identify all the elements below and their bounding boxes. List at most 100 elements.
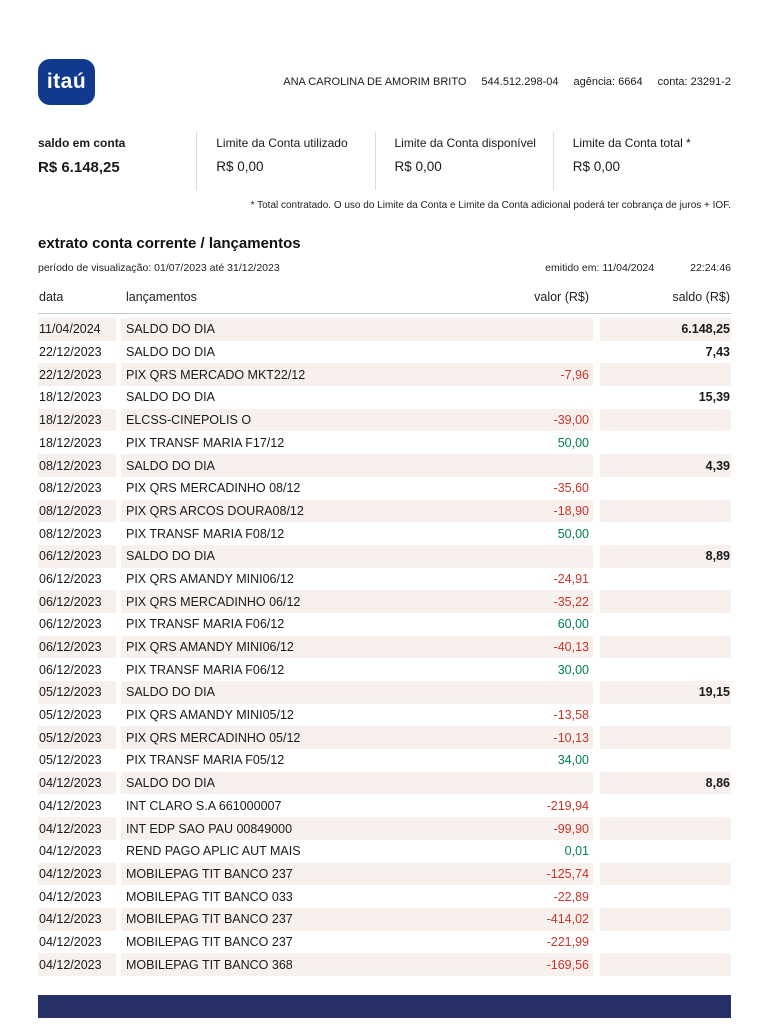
cell-value: -219,94: [546, 798, 589, 813]
column-gutter: [593, 568, 600, 591]
table-row: 04/12/2023 INT CLARO S.A 661000007 -219,…: [38, 794, 731, 817]
column-gutter: [593, 726, 600, 749]
cell-main: PIX QRS ARCOS DOURA08/12 -18,90: [121, 499, 593, 523]
cell-value: 34,00: [557, 753, 589, 768]
header: itaú ANA CAROLINA DE AMORIM BRITO 544.51…: [38, 59, 731, 105]
cell-balance: [600, 635, 731, 659]
cell-date: 05/12/2023: [39, 753, 102, 768]
issued-info: emitido em: 11/04/2024 22:24:46: [545, 262, 731, 274]
cell-balance: [600, 408, 731, 432]
column-gutter: [593, 863, 600, 886]
cell-date: 22/12/2023: [38, 363, 116, 387]
cell-date: 06/12/2023: [39, 617, 102, 632]
cell-main: PIX TRANSF MARIA F05/12 34,00: [121, 749, 593, 772]
cell-description: PIX TRANSF MARIA F06/12: [126, 662, 285, 677]
column-header-main: lançamentos valor (R$): [121, 290, 593, 304]
cell-description: PIX QRS AMANDY MINI06/12: [126, 640, 294, 655]
cell-main: MOBILEPAG TIT BANCO 033 -22,89: [121, 885, 593, 908]
column-gutter: [593, 363, 600, 386]
table-row: 08/12/2023 SALDO DO DIA 4,39: [38, 454, 731, 477]
cell-main: PIX QRS MERCADO MKT22/12 -7,96: [121, 363, 593, 387]
cell-description: PIX TRANSF MARIA F06/12: [126, 617, 285, 632]
table-row: 05/12/2023 PIX QRS AMANDY MINI05/12 -13,…: [38, 704, 731, 727]
column-gutter: [593, 840, 600, 863]
cell-date: 04/12/2023: [39, 934, 102, 949]
cell-value: 30,00: [557, 662, 589, 677]
cell-date: 04/12/2023: [39, 889, 102, 904]
cell-description: ELCSS-CINEPOLIS O: [126, 413, 252, 428]
cell-date: 11/04/2024: [38, 318, 116, 341]
cell-date: 08/12/2023: [38, 499, 116, 523]
cell-balance: [600, 885, 731, 908]
cell-description: PIX TRANSF MARIA F08/12: [126, 526, 285, 541]
table-row: 06/12/2023 PIX QRS AMANDY MINI06/12 -24,…: [38, 568, 731, 591]
cell-value: -35,22: [553, 594, 589, 609]
cell-description: PIX TRANSF MARIA F17/12: [126, 435, 285, 450]
cell-description: MOBILEPAG TIT BANCO 033: [126, 889, 293, 904]
table-row: 08/12/2023 PIX QRS MERCADINHO 08/12 -35,…: [38, 477, 731, 500]
account-holder-name: ANA CAROLINA DE AMORIM BRITO: [283, 76, 467, 88]
statement-meta: período de visualização: 01/07/2023 até …: [38, 262, 731, 274]
cell-main: PIX QRS AMANDY MINI06/12 -24,91: [121, 568, 593, 591]
cell-balance: [600, 817, 731, 840]
table-row: 18/12/2023 PIX TRANSF MARIA F17/12 50,00: [38, 431, 731, 454]
cell-main: ELCSS-CINEPOLIS O -39,00: [121, 408, 593, 432]
table-row: 04/12/2023 SALDO DO DIA 8,86: [38, 771, 731, 795]
cell-balance: [600, 590, 731, 613]
table-row: 18/12/2023 SALDO DO DIA 15,39: [38, 386, 731, 409]
cell-date: 18/12/2023: [39, 435, 102, 450]
cell-balance: [600, 499, 731, 523]
cell-date: 06/12/2023: [39, 571, 102, 586]
cell-value: 60,00: [557, 617, 589, 632]
cell-description: SALDO DO DIA: [126, 549, 215, 564]
itau-logo-text: itaú: [46, 70, 87, 93]
column-gutter: [593, 658, 600, 681]
column-gutter: [593, 341, 600, 364]
cell-main: MOBILEPAG TIT BANCO 368 -169,56: [121, 953, 593, 976]
statement-rows: 11/04/2024 SALDO DO DIA 6.148,25 22/12/2…: [38, 318, 731, 976]
account-info-line: ANA CAROLINA DE AMORIM BRITO 544.512.298…: [283, 76, 731, 88]
column-gutter: [593, 477, 600, 500]
cell-value: -414,02: [546, 912, 589, 927]
cell-date: 04/12/2023: [39, 798, 102, 813]
cell-date: 06/12/2023: [38, 544, 116, 568]
statement-title: extrato conta corrente / lançamentos: [38, 235, 301, 252]
table-row: 04/12/2023 MOBILEPAG TIT BANCO 368 -169,…: [38, 953, 731, 976]
cell-date: 04/12/2023: [38, 771, 116, 795]
balance-summary: saldo em conta R$ 6.148,25 Limite da Con…: [38, 132, 731, 190]
cell-description: PIX QRS AMANDY MINI05/12: [126, 708, 294, 723]
summary-value: R$ 0,00: [394, 159, 442, 174]
summary-label: Limite da Conta total *: [572, 136, 691, 150]
table-row: 05/12/2023 PIX TRANSF MARIA F05/12 34,00: [38, 749, 731, 772]
summary-label: Limite da Conta disponível: [394, 136, 536, 150]
column-gutter: [593, 908, 600, 931]
cell-date: 06/12/2023: [39, 662, 102, 677]
cell-balance: [600, 658, 731, 681]
cell-description: SALDO DO DIA: [126, 685, 215, 700]
column-gutter: [593, 431, 600, 454]
column-gutter: [593, 931, 600, 954]
table-row: 06/12/2023 PIX QRS MERCADINHO 06/12 -35,…: [38, 590, 731, 613]
cell-date: 05/12/2023: [39, 708, 102, 723]
summary-limite-total: Limite da Conta total * R$ 0,00: [552, 132, 731, 190]
cell-description: PIX QRS MERCADO MKT22/12: [126, 367, 306, 382]
cell-main: PIX QRS MERCADINHO 08/12 -35,60: [121, 477, 593, 500]
summary-value: R$ 0,00: [216, 159, 264, 174]
cell-value: -39,00: [553, 413, 589, 428]
issued-time: 22:24:46: [690, 262, 731, 275]
column-gutter: [593, 772, 600, 795]
cell-balance: 8,89: [600, 544, 731, 568]
summary-label: saldo em conta: [38, 136, 126, 150]
cell-value: -24,91: [553, 571, 589, 586]
column-gutter: [593, 817, 600, 840]
cell-value: -169,56: [546, 957, 589, 972]
itau-logo: itaú: [38, 59, 95, 105]
column-gutter: [593, 454, 600, 477]
column-gutter: [593, 681, 600, 704]
cell-balance: [600, 953, 731, 976]
cell-main: MOBILEPAG TIT BANCO 237 -125,74: [121, 862, 593, 886]
cell-description: PIX TRANSF MARIA F05/12: [126, 753, 285, 768]
cell-value: -221,99: [546, 934, 589, 949]
cell-date: 18/12/2023: [38, 408, 116, 432]
cell-value: -99,90: [553, 821, 589, 836]
